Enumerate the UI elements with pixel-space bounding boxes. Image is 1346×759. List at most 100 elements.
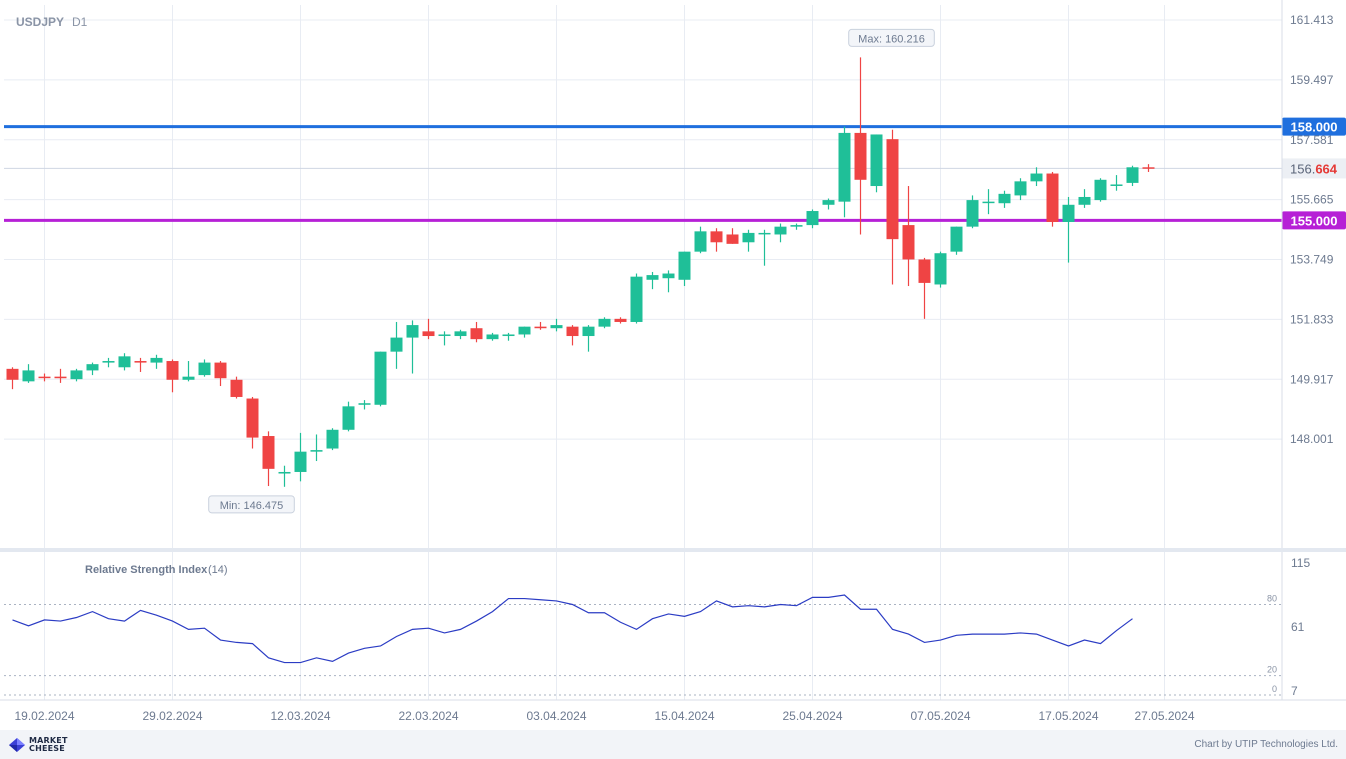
candle[interactable] <box>630 273 643 324</box>
candle[interactable] <box>950 226 963 255</box>
timeframe-label: D1 <box>72 15 88 29</box>
candle[interactable] <box>422 318 435 340</box>
candle[interactable] <box>822 198 835 210</box>
chart-credit: Chart by UTIP Technologies Ltd. <box>1194 739 1338 750</box>
candle[interactable] <box>1126 165 1139 187</box>
candle-body <box>326 429 339 449</box>
candle[interactable] <box>22 364 35 383</box>
candle-body <box>662 273 675 279</box>
candle[interactable] <box>854 57 867 235</box>
candle[interactable] <box>742 229 755 252</box>
candle[interactable] <box>406 320 419 374</box>
candle[interactable] <box>470 321 483 343</box>
candle-body <box>518 326 531 335</box>
candle[interactable] <box>758 229 771 266</box>
candle[interactable] <box>966 195 979 229</box>
candle-body <box>1046 173 1059 222</box>
candle[interactable] <box>582 325 595 352</box>
price-tick-label: 153.749 <box>1290 253 1334 267</box>
candle[interactable] <box>342 401 355 432</box>
candle[interactable] <box>1110 175 1123 191</box>
candle[interactable] <box>534 321 547 330</box>
candle[interactable] <box>246 396 259 449</box>
candle[interactable] <box>1094 178 1107 202</box>
candle[interactable] <box>870 134 883 193</box>
rsi-title: Relative Strength Index <box>85 564 208 576</box>
candle[interactable] <box>38 373 51 382</box>
candle[interactable] <box>326 428 339 451</box>
candle[interactable] <box>838 126 851 218</box>
candle[interactable] <box>1142 164 1155 172</box>
candle[interactable] <box>646 271 659 290</box>
rsi-tick-label: 7 <box>1291 684 1298 698</box>
price-tick-label: 157.581 <box>1290 133 1334 147</box>
min-label: Min: 146.475 <box>208 495 295 514</box>
candle[interactable] <box>374 351 387 407</box>
candle[interactable] <box>1078 189 1091 208</box>
candle[interactable] <box>566 325 579 346</box>
candle-body <box>1094 179 1107 201</box>
candle-body <box>1014 181 1027 196</box>
candle[interactable] <box>214 361 227 387</box>
candle[interactable] <box>1014 178 1027 201</box>
candle[interactable] <box>118 353 131 371</box>
candle-body <box>854 132 867 180</box>
date-tick-label: 07.05.2024 <box>910 709 970 723</box>
candle[interactable] <box>774 223 787 243</box>
candle[interactable] <box>454 329 467 340</box>
candle[interactable] <box>70 368 83 382</box>
candle[interactable] <box>678 251 691 287</box>
candle[interactable] <box>486 332 499 341</box>
candle[interactable] <box>390 321 403 369</box>
candle[interactable] <box>886 129 899 285</box>
candle[interactable] <box>198 359 211 377</box>
candle[interactable] <box>310 434 323 462</box>
candle[interactable] <box>358 400 371 410</box>
candle[interactable] <box>6 367 19 390</box>
rsi-level-label: 0 <box>1272 684 1277 694</box>
candle[interactable] <box>86 362 99 376</box>
candle[interactable] <box>998 190 1011 208</box>
candle[interactable] <box>230 376 243 399</box>
candle[interactable] <box>262 431 275 487</box>
candle[interactable] <box>806 209 819 229</box>
candle[interactable] <box>1062 196 1075 263</box>
candle-body <box>486 334 499 340</box>
panel-separator[interactable] <box>0 548 1346 552</box>
candle[interactable] <box>726 228 739 244</box>
candle[interactable] <box>1030 167 1043 187</box>
candle[interactable] <box>598 317 611 329</box>
candle[interactable] <box>518 326 531 338</box>
candle[interactable] <box>54 368 67 383</box>
level-price-tag <box>1282 117 1346 136</box>
candle[interactable] <box>934 251 947 288</box>
candle[interactable] <box>150 354 163 369</box>
candle[interactable] <box>1046 171 1059 227</box>
level-price-label: 158.000 <box>1291 120 1338 135</box>
candle[interactable] <box>182 361 195 382</box>
candle[interactable] <box>662 270 675 293</box>
candle[interactable] <box>438 331 451 346</box>
candle[interactable] <box>102 357 115 368</box>
candle[interactable] <box>614 317 627 324</box>
date-tick-label: 22.03.2024 <box>398 709 458 723</box>
candle[interactable] <box>982 189 995 215</box>
candle[interactable] <box>710 228 723 252</box>
candle[interactable] <box>278 465 291 487</box>
candle[interactable] <box>790 223 803 230</box>
brand-logo[interactable]: MARKET CHEESE <box>8 736 85 754</box>
candle-body <box>214 362 227 379</box>
candle-body <box>118 356 131 368</box>
candle[interactable] <box>502 332 515 341</box>
candle[interactable] <box>166 359 179 393</box>
candle[interactable] <box>134 357 147 372</box>
candle-body <box>726 234 739 244</box>
candle[interactable] <box>918 257 931 319</box>
candle[interactable] <box>694 226 707 254</box>
candle[interactable] <box>294 432 307 482</box>
chart-canvas[interactable]: 158.000 155.000 156.664 Max: 160.216 Min: 1… <box>0 0 1346 730</box>
candle[interactable] <box>902 186 915 287</box>
candle[interactable] <box>550 318 563 332</box>
candle-body <box>438 334 451 336</box>
